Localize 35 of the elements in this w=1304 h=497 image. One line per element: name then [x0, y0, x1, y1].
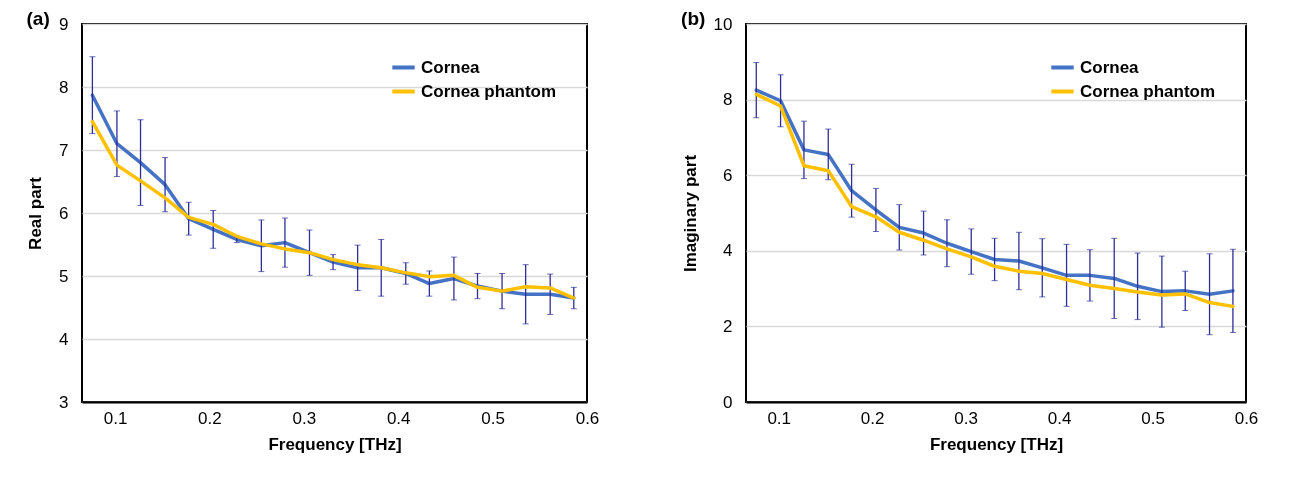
y-tick-label: 10	[713, 14, 733, 34]
y-tick-label: 3	[59, 392, 69, 412]
y-tick-label: 7	[59, 140, 69, 160]
x-tick-label: 0.1	[767, 408, 792, 428]
y-tick-label: 2	[723, 316, 733, 336]
y-tick-label: 4	[723, 241, 733, 261]
x-tick-label: 0.5	[481, 408, 505, 428]
x-tick-label: 0.3	[954, 408, 978, 428]
x-tick-label: 0.6	[1234, 408, 1259, 428]
y-axis-title: Real part	[26, 176, 46, 250]
y-tick-label: 6	[723, 165, 733, 185]
legend-label: Cornea	[421, 57, 481, 77]
y-tick-label: 8	[723, 90, 733, 110]
x-tick-label: 0.2	[860, 408, 885, 428]
y-tick-label: 4	[59, 329, 69, 349]
legend-label: Cornea phantom	[421, 81, 557, 101]
y-tick-label: 5	[59, 266, 69, 286]
x-axis-title: Frequency [THz]	[929, 434, 1064, 454]
legend-label: Cornea	[1080, 57, 1140, 77]
x-tick-label: 0.6	[575, 408, 600, 428]
y-tick-label: 6	[59, 203, 69, 223]
y-tick-label: 8	[59, 77, 69, 97]
y-tick-label: 0	[723, 392, 733, 412]
x-tick-label: 0.2	[198, 408, 222, 428]
x-tick-label: 0.4	[1047, 408, 1072, 428]
y-axis-title: Imaginary part	[680, 154, 700, 273]
legend-label: Cornea phantom	[1080, 81, 1216, 101]
x-tick-label: 0.3	[292, 408, 317, 428]
y-tick-label: 9	[59, 14, 69, 34]
x-tick-label: 0.5	[1141, 408, 1165, 428]
x-axis-title: Frequency [THz]	[268, 434, 402, 454]
x-tick-label: 0.4	[386, 408, 411, 428]
x-tick-label: 0.1	[103, 408, 128, 428]
chart-title: (a)	[26, 8, 50, 29]
chart-title: (b)	[681, 8, 706, 29]
